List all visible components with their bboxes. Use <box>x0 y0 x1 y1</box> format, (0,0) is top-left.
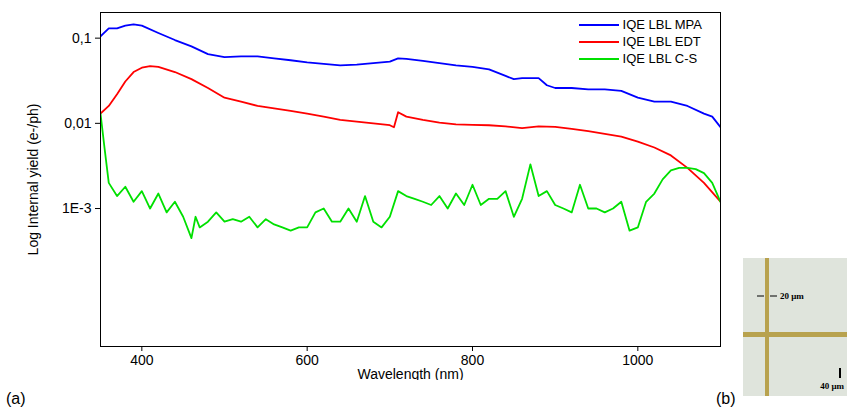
svg-text:800: 800 <box>461 352 485 368</box>
svg-text:40 μm: 40 μm <box>820 381 844 391</box>
svg-text:Wavelength (nm): Wavelength (nm) <box>357 366 463 381</box>
html-text:(b): (b) <box>716 390 736 407</box>
svg-text:0,01: 0,01 <box>64 115 91 131</box>
html-text:IQE LBL C-S: IQE LBL C-S <box>622 51 698 66</box>
html-text:IQE LBL EDT: IQE LBL EDT <box>622 34 701 49</box>
svg-text:20 μm: 20 μm <box>780 291 804 301</box>
svg-text:600: 600 <box>295 352 319 368</box>
svg-text:400: 400 <box>130 352 154 368</box>
svg-text:1000: 1000 <box>622 352 653 368</box>
html-text:(a): (a) <box>6 390 26 407</box>
svg-text:Log Internal yield (e-/ph): Log Internal yield (e-/ph) <box>25 104 41 256</box>
html-text:IQE LBL MPA: IQE LBL MPA <box>622 17 702 32</box>
svg-text:0,1: 0,1 <box>72 30 92 46</box>
svg-text:1E-3: 1E-3 <box>62 200 92 216</box>
